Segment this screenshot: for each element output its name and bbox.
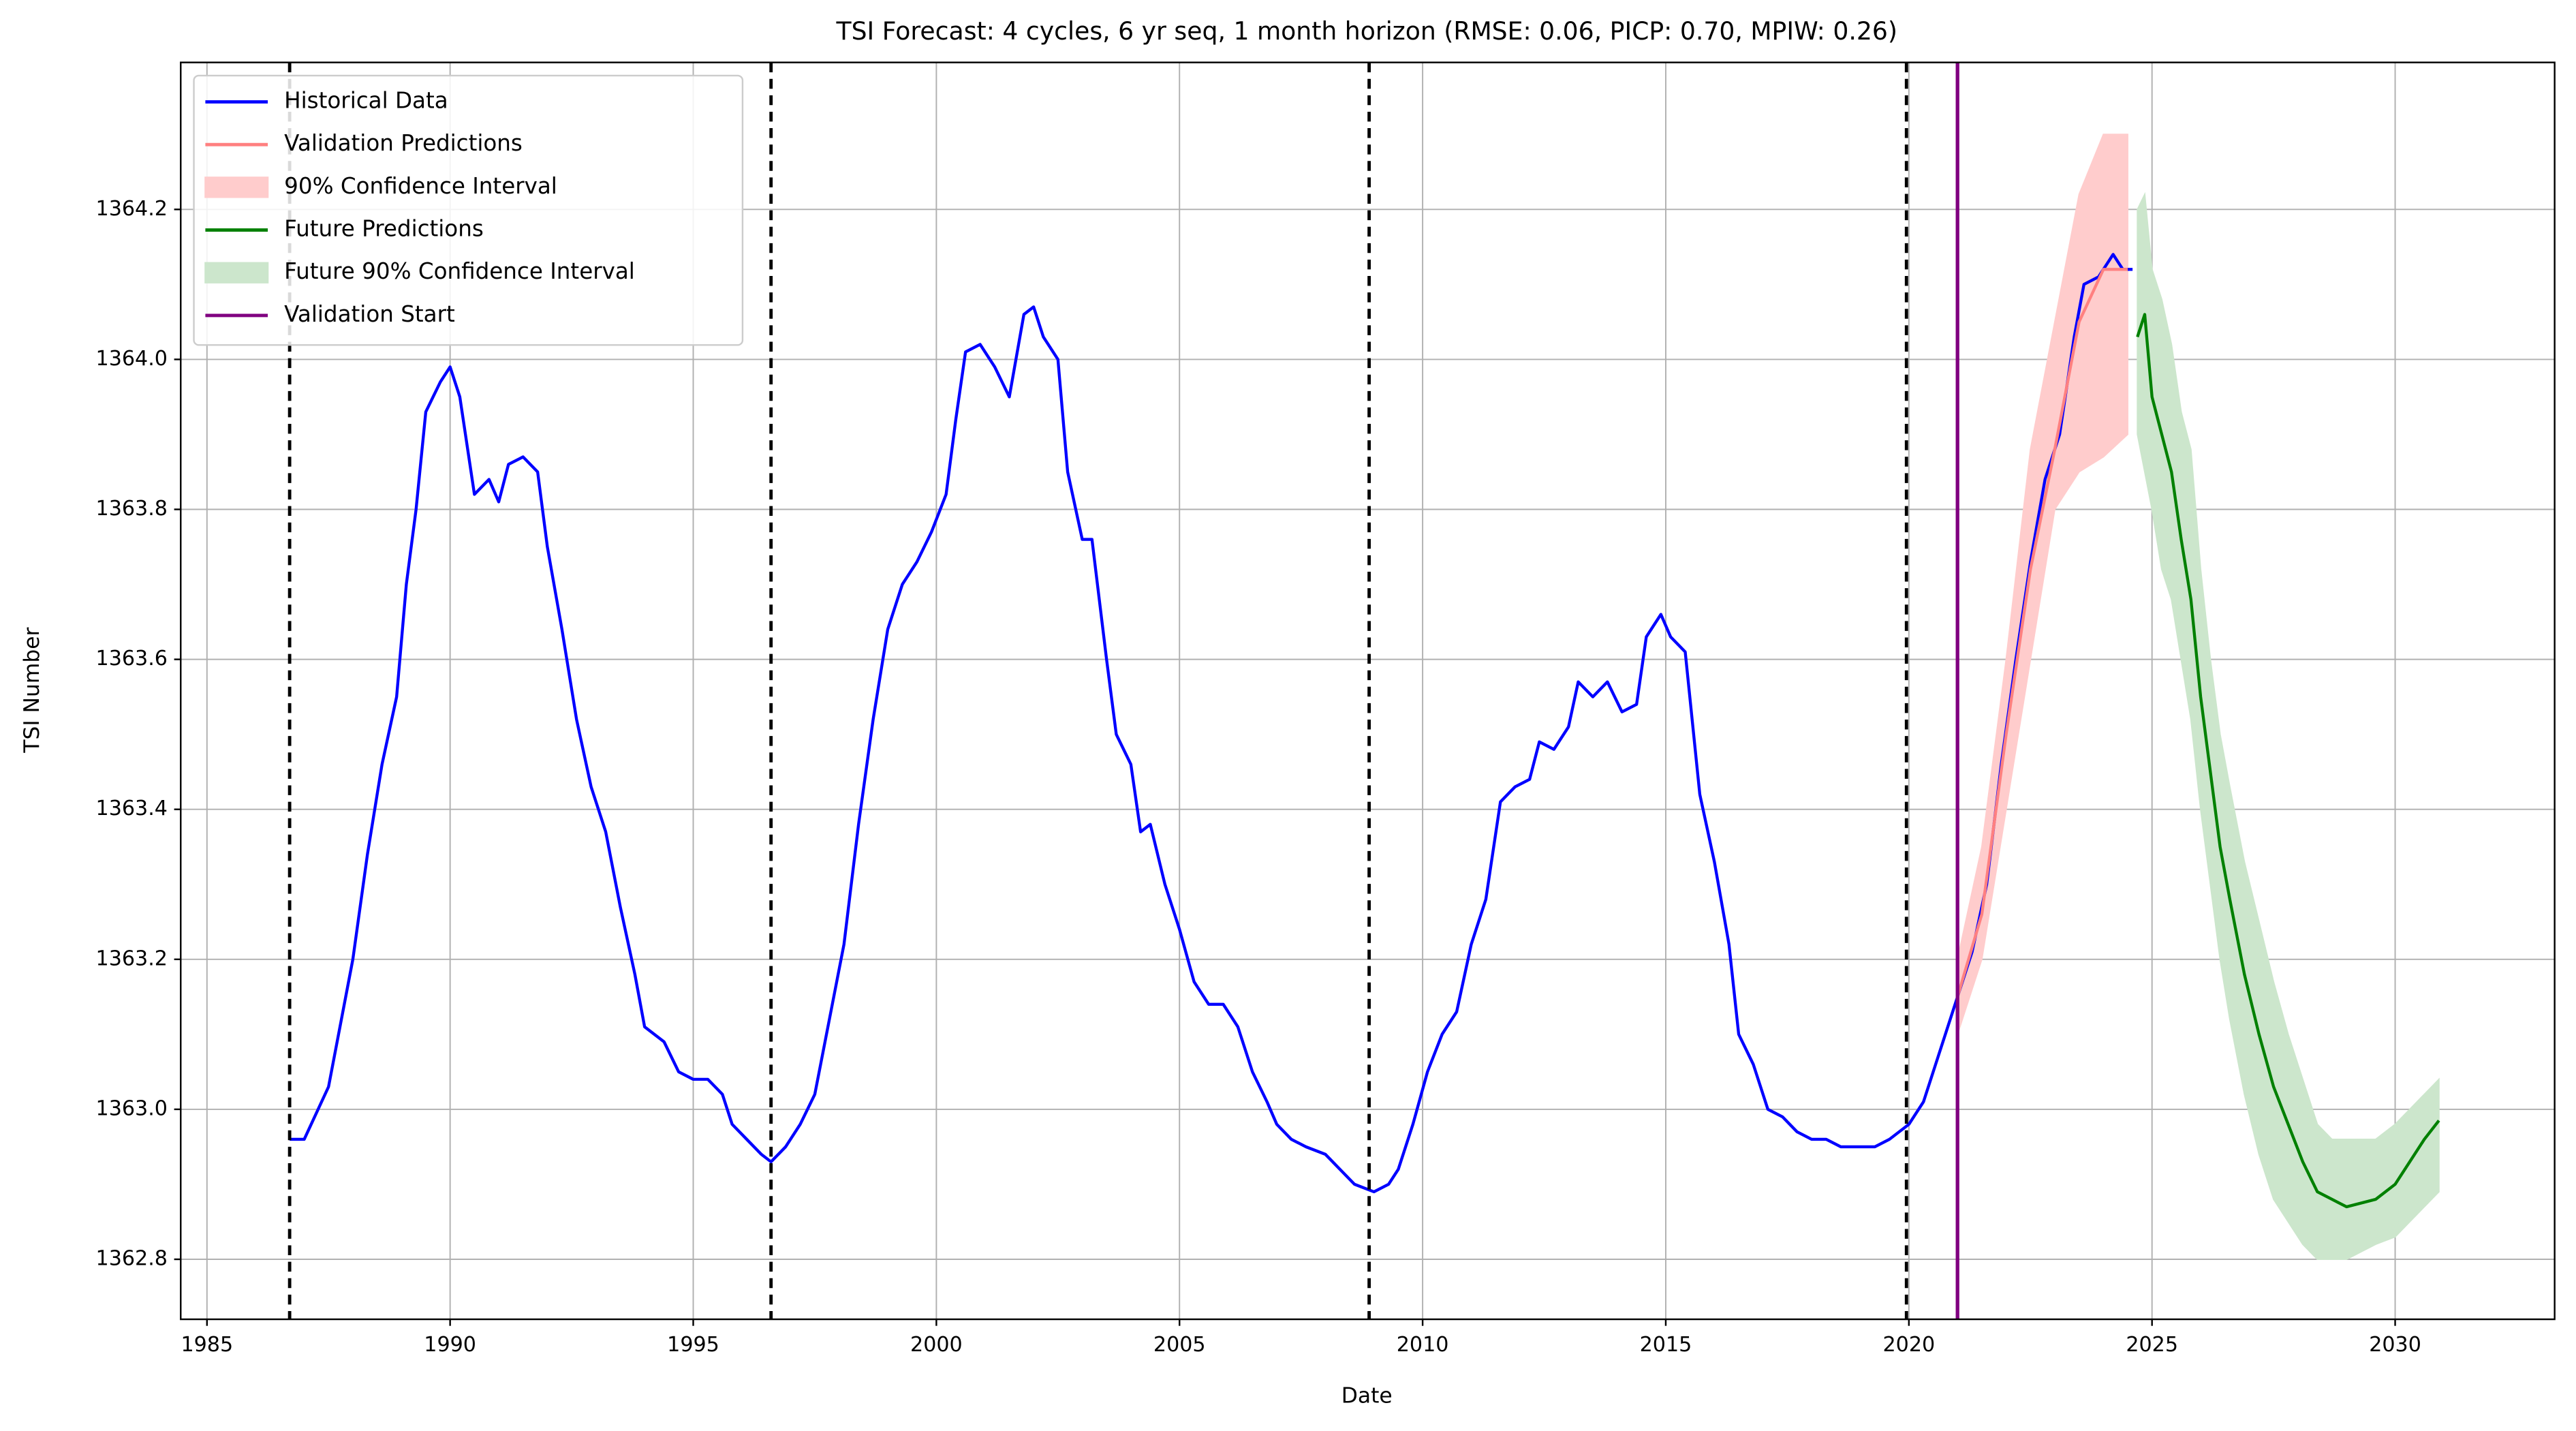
y-axis-label: TSI Number [20,627,44,753]
confidence-band [1957,134,2128,1035]
x-tick-label: 2000 [910,1333,963,1357]
x-tick-label: 2020 [1882,1333,1935,1357]
x-tick-label: 2025 [2126,1333,2178,1357]
legend-label: Validation Start [284,301,455,327]
x-tick-label: 2030 [2369,1333,2421,1357]
x-axis-label: Date [1341,1383,1393,1408]
legend-label: 90% Confidence Interval [284,173,557,199]
y-tick-label: 1364.2 [96,197,168,221]
legend-swatch [204,176,269,198]
x-tick-label: 2015 [1640,1333,1692,1357]
plot-area [288,62,2440,1320]
legend-label: Future 90% Confidence Interval [284,258,635,284]
chart-title: TSI Forecast: 4 cycles, 6 yr seq, 1 mont… [836,16,1897,46]
legend-label: Validation Predictions [284,130,523,156]
legend-box [193,74,744,346]
line-series [2136,313,2440,1209]
confidence-band [2137,191,2440,1260]
legend-swatch [204,262,269,283]
x-tick-label: 2010 [1397,1333,1449,1357]
legend: Historical Data Validation Predictions 90%… [193,74,744,346]
x-tick-label: 1995 [667,1333,719,1357]
y-tick-label: 1363.0 [96,1096,168,1120]
axes: 1985 1990 1995 2000 2005 2010 2015 2020 2025 2030… [96,197,2421,1357]
y-tick-label: 1363.8 [96,497,168,521]
y-tick-label: 1362.8 [96,1247,168,1271]
x-tick-label: 1985 [181,1333,233,1357]
y-tick-label: 1363.2 [96,947,168,970]
x-tick-label: 1990 [424,1333,476,1357]
y-tick-label: 1364.0 [96,347,168,371]
legend-label: Future Predictions [284,216,484,242]
line-series [1956,268,2128,998]
x-tick-label: 2005 [1153,1333,1206,1357]
y-tick-label: 1363.6 [96,647,168,671]
axes-frame [180,61,2556,1321]
line-series [290,253,2133,1194]
legend-label: Historical Data [284,87,448,113]
y-tick-label: 1363.4 [96,797,168,820]
